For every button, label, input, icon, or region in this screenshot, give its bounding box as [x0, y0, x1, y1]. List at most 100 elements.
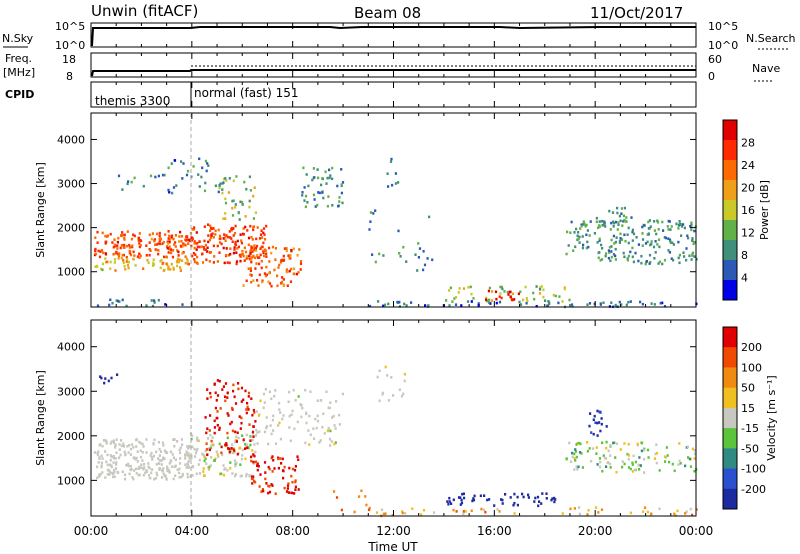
scatter-cell — [457, 291, 460, 294]
scatter-cell — [620, 303, 623, 306]
scatter-cell — [198, 185, 201, 188]
scatter-cell — [163, 449, 166, 452]
scatter-cell — [109, 232, 112, 236]
scatter-cell — [221, 453, 224, 457]
scatter-cell — [254, 420, 257, 423]
scatter-cell — [318, 441, 321, 444]
scatter-cell — [179, 446, 182, 449]
scatter-cell — [239, 463, 242, 466]
scatter-cell — [170, 236, 173, 240]
scatter-cell — [488, 286, 491, 290]
scatter-cell — [690, 228, 693, 232]
scatter-cell — [288, 426, 291, 429]
scatter-cell — [161, 173, 165, 177]
scatter-cell — [206, 246, 209, 250]
scatter-cell — [405, 260, 408, 263]
scatter-cell — [608, 245, 611, 249]
scatter-cell — [101, 471, 104, 474]
scatter-cell — [671, 241, 674, 245]
x-tick-label: 04:00 — [175, 524, 210, 538]
scatter-cell — [596, 241, 599, 244]
scatter-cell — [448, 304, 451, 307]
scatter-cell — [325, 390, 328, 393]
scatter-cell — [197, 173, 200, 176]
scatter-cell — [666, 454, 669, 457]
scatter-cell — [252, 408, 255, 412]
y-tick-label: 1000 — [57, 266, 85, 279]
scatter-cell — [270, 251, 273, 255]
scatter-cell — [233, 246, 236, 249]
scatter-cell — [581, 235, 584, 238]
scatter-cell — [546, 304, 549, 308]
scatter-cell — [330, 440, 333, 443]
scatter-cell — [207, 234, 210, 237]
scatter-cell — [249, 249, 252, 253]
scatter-cell — [151, 458, 154, 461]
scatter-cell — [301, 191, 304, 194]
scatter-cell — [255, 244, 259, 248]
scatter-cell — [213, 426, 216, 429]
scatter-cell — [100, 454, 103, 458]
scatter-cell — [172, 438, 175, 441]
scatter-cell — [620, 212, 623, 215]
scatter-cell — [510, 297, 513, 301]
scatter-cell — [117, 471, 120, 474]
scatter-cell — [416, 269, 419, 272]
scatter-cell — [303, 186, 306, 189]
scatter-cell — [594, 506, 598, 509]
nsky-right-tick-top: 10^5 — [708, 20, 738, 33]
scatter-cell — [648, 253, 652, 257]
scatter-cell — [249, 273, 252, 276]
scatter-cell — [116, 244, 119, 247]
scatter-cell — [612, 441, 615, 445]
scatter-cell — [338, 200, 341, 203]
scatter-cell — [235, 440, 238, 443]
scatter-cell — [274, 492, 277, 495]
scatter-cell — [192, 252, 195, 255]
scatter-cell — [204, 449, 207, 453]
scatter-cell — [636, 442, 639, 446]
scatter-cell — [516, 495, 519, 499]
scatter-cell — [116, 240, 119, 244]
scatter-cell — [301, 406, 304, 410]
scatter-cell — [155, 471, 158, 475]
scatter-cell — [204, 457, 207, 460]
scatter-cell — [183, 243, 186, 246]
scatter-cell — [163, 268, 166, 272]
scatter-cell — [428, 215, 431, 219]
scatter-cell — [586, 229, 589, 232]
scatter-cell — [271, 455, 274, 458]
scatter-cell — [235, 461, 238, 465]
scatter-cell — [236, 239, 239, 243]
y-tick-label: 4000 — [57, 341, 85, 354]
scatter-cell — [285, 247, 288, 250]
scatter-cell — [691, 239, 694, 242]
scatter-cell — [101, 231, 104, 235]
scatter-cell — [187, 242, 190, 246]
scatter-cell — [602, 220, 605, 223]
scatter-cell — [335, 496, 339, 499]
scatter-cell — [485, 298, 488, 301]
scatter-cell — [94, 249, 97, 253]
scatter-cell — [213, 419, 216, 423]
scatter-cell — [188, 238, 191, 242]
scatter-cell — [164, 474, 167, 477]
scatter-cell — [94, 236, 97, 239]
scatter-cell — [254, 460, 257, 464]
scatter-cell — [236, 431, 239, 435]
scatter-cell — [112, 439, 115, 443]
freq-label-1: Freq. — [5, 52, 32, 65]
nsky-left-tick-bottom: 10^0 — [55, 39, 85, 52]
scatter-cell — [203, 455, 206, 459]
scatter-cell — [494, 290, 498, 294]
scatter-cell — [281, 417, 284, 421]
scatter-cell — [206, 453, 209, 456]
scatter-cell — [264, 249, 267, 252]
scatter-cell — [187, 452, 190, 455]
scatter-cell — [195, 472, 198, 476]
scatter-cell — [145, 469, 148, 472]
scatter-cell — [644, 242, 648, 245]
scatter-cell — [142, 473, 145, 477]
scatter-cell — [193, 226, 196, 229]
scatter-cell — [422, 268, 425, 272]
